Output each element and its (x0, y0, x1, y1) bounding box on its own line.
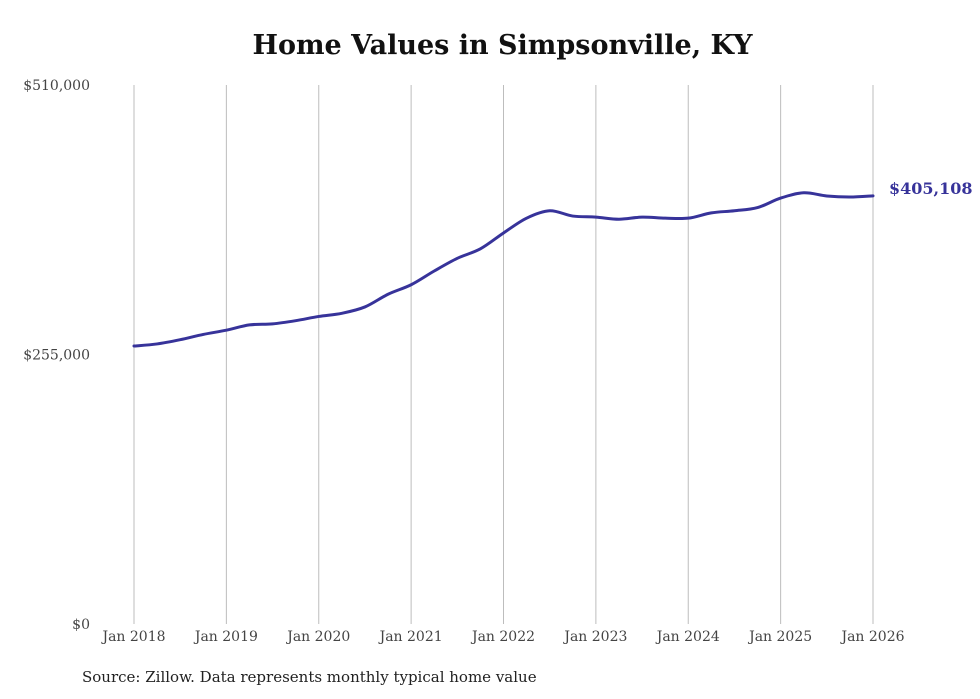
x-tick-label: Jan 2023 (562, 629, 627, 645)
x-tick-label: Jan 2019 (193, 629, 258, 645)
x-tick-label: Jan 2018 (100, 629, 165, 645)
y-tick-label: $0 (72, 617, 90, 633)
x-tick-label: Jan 2025 (747, 629, 812, 645)
end-value-label: $405,108 (889, 179, 973, 198)
x-tick-label: Jan 2020 (285, 629, 350, 645)
chart-title: Home Values in Simpsonville, KY (252, 30, 753, 61)
y-tick-label: $255,000 (23, 348, 90, 364)
x-tick-label: Jan 2022 (470, 629, 535, 645)
x-tick-label: Jan 2026 (839, 629, 904, 645)
x-tick-label: Jan 2021 (378, 629, 443, 645)
series-line (132, 191, 875, 348)
x-tick-label: Jan 2024 (655, 629, 720, 645)
source-note: Source: Zillow. Data represents monthly … (82, 668, 537, 686)
y-tick-label: $510,000 (23, 78, 90, 94)
